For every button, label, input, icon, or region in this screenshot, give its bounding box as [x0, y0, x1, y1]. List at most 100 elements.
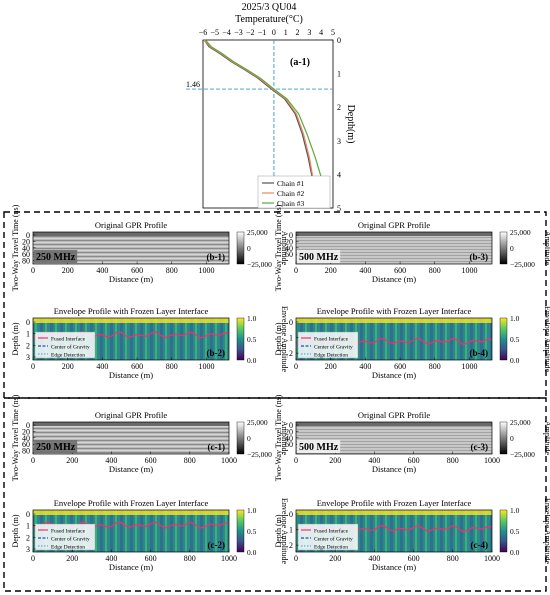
x-tick-label: 600 — [394, 362, 406, 371]
y-tick-label: 40 — [285, 434, 293, 443]
panel-title: Envelope Profile with Frozen Layer Inter… — [317, 306, 472, 316]
colorbar-label: Amplitude — [543, 231, 550, 266]
y-tick-label: 40 — [22, 244, 30, 253]
gpr-surface-band — [33, 422, 229, 426]
x-tick-label: 0 — [294, 362, 298, 371]
temp-x-tick-label: −4 — [222, 28, 231, 37]
colorbar — [236, 231, 245, 265]
temperature-chart-title: 2025/3 QU04 — [242, 2, 297, 13]
legend-label: Center of Gravity — [314, 344, 353, 351]
legend-label: Edge Detection — [314, 353, 348, 359]
b-group-box — [3, 211, 547, 399]
gpr-surface-band — [33, 232, 229, 236]
legend-label: Edge Detection — [51, 353, 85, 359]
colorbar-tick-label: 1.0 — [247, 506, 257, 515]
colorbar-tick-label: 0.0 — [247, 356, 257, 365]
temp-y-tick-label: 2 — [337, 103, 341, 112]
y-tick-label: 0 — [289, 318, 293, 327]
x-tick-label: 600 — [145, 554, 157, 563]
x-tick-label: 200 — [325, 266, 337, 275]
y-tick-label: 2 — [26, 533, 30, 542]
x-tick-label: 400 — [359, 362, 371, 371]
y-tick-label: 0 — [289, 421, 293, 430]
x-tick-label: 0 — [31, 362, 35, 371]
temp-x-tick-label: −5 — [211, 28, 220, 37]
x-axis-label: Distance (m) — [372, 274, 416, 284]
temp-x-tick-label: −3 — [234, 28, 243, 37]
x-tick-label: 0 — [31, 554, 35, 563]
panel-title: Original GPR Profile — [95, 220, 167, 230]
temperature-y-axis-label: Depth(m) — [345, 105, 356, 144]
legend-label: Fused Interface — [314, 528, 349, 535]
colorbar-label: Envelope Amplitude — [280, 498, 289, 564]
y-axis-label: Two-Way Travel Time (ns) — [11, 394, 20, 481]
y-tick-label: 80 — [22, 257, 30, 266]
temp-x-tick-label: −2 — [246, 28, 255, 37]
colorbar-label: Amplitude — [543, 421, 550, 456]
panel-label: (c-3) — [471, 442, 489, 452]
temperature-line-chain-1 — [203, 39, 318, 209]
temperature-line-chain-2 — [203, 39, 320, 209]
panel-title: Original GPR Profile — [95, 410, 167, 420]
c-group-box — [3, 397, 547, 592]
envelope-surface-band — [296, 510, 492, 515]
x-axis-label: Distance (m) — [109, 562, 153, 572]
panel-b-2: Envelope Profile with Frozen Layer Inter… — [11, 306, 289, 380]
colorbar — [499, 317, 508, 361]
legend-label: Fused Interface — [51, 528, 86, 535]
x-tick-label: 1000 — [484, 456, 500, 465]
x-axis-label: Distance (m) — [109, 274, 153, 284]
x-tick-label: 200 — [66, 456, 78, 465]
x-axis-label: Distance (m) — [109, 370, 153, 380]
y-axis-label: Two-Way Travel Time (ns) — [274, 394, 283, 481]
x-tick-label: 400 — [96, 362, 108, 371]
y-tick-label: 0 — [26, 510, 30, 519]
y-tick-label: 1 — [289, 526, 293, 535]
panel-frame — [295, 317, 493, 361]
y-tick-label: 60 — [22, 250, 30, 259]
x-tick-label: 800 — [184, 554, 196, 563]
x-axis-label: Distance (m) — [372, 370, 416, 380]
legend-label: Fused Interface — [314, 336, 349, 343]
y-tick-label: 0 — [289, 231, 293, 240]
colorbar-tick-label: 1.0 — [510, 506, 520, 515]
x-tick-label: 1000 — [461, 362, 477, 371]
x-tick-label: 0 — [294, 456, 298, 465]
x-tick-label: 600 — [131, 362, 143, 371]
temp-y-tick-label: 5 — [337, 204, 341, 213]
colorbar — [499, 421, 508, 455]
legend-label: Edge Detection — [51, 545, 85, 551]
temp-x-tick-label: 0 — [272, 28, 276, 37]
y-tick-label: 2 — [289, 349, 293, 358]
legend-label: Center of Gravity — [314, 536, 353, 543]
x-tick-label: 800 — [166, 266, 178, 275]
x-tick-label: 0 — [31, 266, 35, 275]
x-axis-label: Distance (m) — [372, 562, 416, 572]
legend-chain-3: Chain #3 — [277, 199, 305, 208]
colorbar-tick-label: −25,000 — [510, 450, 535, 459]
x-tick-label: 400 — [359, 266, 371, 275]
x-tick-label: 800 — [429, 362, 441, 371]
colorbar-tick-label: 0 — [510, 434, 514, 443]
frequency-label: 250 MHz — [36, 252, 76, 263]
temp-y-tick-label: 0 — [337, 36, 341, 45]
y-axis-label: Depth (m) — [11, 322, 20, 355]
x-tick-label: 800 — [447, 554, 459, 563]
temp-x-tick-label: 5 — [331, 28, 335, 37]
y-axis-label: Depth (m) — [11, 514, 20, 547]
colorbar-label: Amplitude — [280, 231, 289, 266]
y-tick-label: 2 — [289, 541, 293, 550]
colorbar-label: Envelope Amplitude — [543, 498, 550, 564]
y-axis-label: Depth (m) — [274, 514, 283, 547]
panel-b-4: Envelope Profile with Frozen Layer Inter… — [274, 306, 550, 380]
panel-frame — [32, 509, 230, 553]
frequency-label: 250 MHz — [36, 442, 76, 453]
y-axis-label: Two-Way Travel Time (ns) — [11, 204, 20, 291]
colorbar-tick-label: 0.5 — [510, 335, 520, 344]
